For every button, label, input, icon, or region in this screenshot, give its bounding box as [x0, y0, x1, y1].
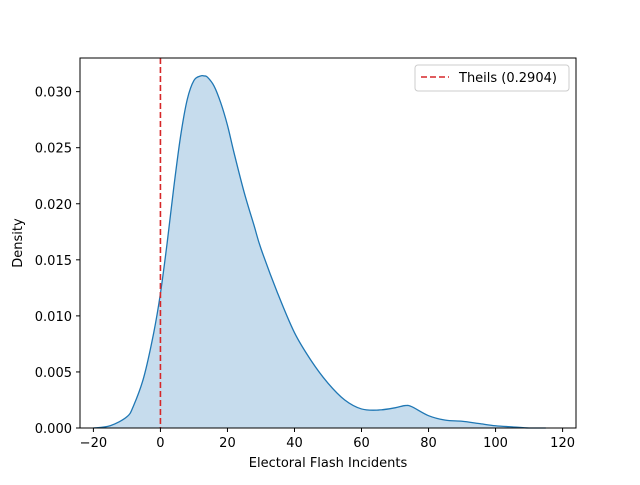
- y-axis-ticks: 0.000 0.005 0.010 0.015 0.020 0.025 0.030: [35, 86, 80, 437]
- x-tick-label: 80: [420, 436, 437, 451]
- y-axis-label: Density: [11, 218, 26, 268]
- y-tick-label: 0.020: [35, 198, 72, 213]
- x-tick-label: 100: [483, 436, 508, 451]
- legend: Theils (0.2904): [414, 64, 570, 92]
- x-axis-ticks: −20 0 20 40 60 80 100 120: [80, 428, 575, 451]
- y-tick-label: 0.015: [35, 254, 72, 269]
- y-tick-label: 0.000: [35, 422, 72, 437]
- y-tick-label: 0.030: [35, 86, 72, 101]
- y-tick-label: 0.005: [35, 366, 72, 381]
- x-tick-label: 40: [286, 436, 303, 451]
- legend-label-theils: Theils (0.2904): [458, 71, 557, 86]
- axes-frame: [79, 57, 577, 429]
- y-tick-label: 0.010: [35, 310, 72, 325]
- kde-density-line: [93, 74, 546, 429]
- y-tick-label: 0.025: [35, 142, 72, 157]
- x-tick-label: 0: [156, 436, 164, 451]
- plot-area: [93, 58, 546, 429]
- x-tick-label: 120: [550, 436, 575, 451]
- kde-fill-area: [93, 75, 546, 428]
- legend-box: [414, 64, 570, 92]
- x-tick-label: 20: [219, 436, 236, 451]
- x-tick-label: −20: [80, 436, 107, 451]
- x-axis-label: Electoral Flash Incidents: [249, 456, 408, 471]
- x-tick-label: 60: [353, 436, 370, 451]
